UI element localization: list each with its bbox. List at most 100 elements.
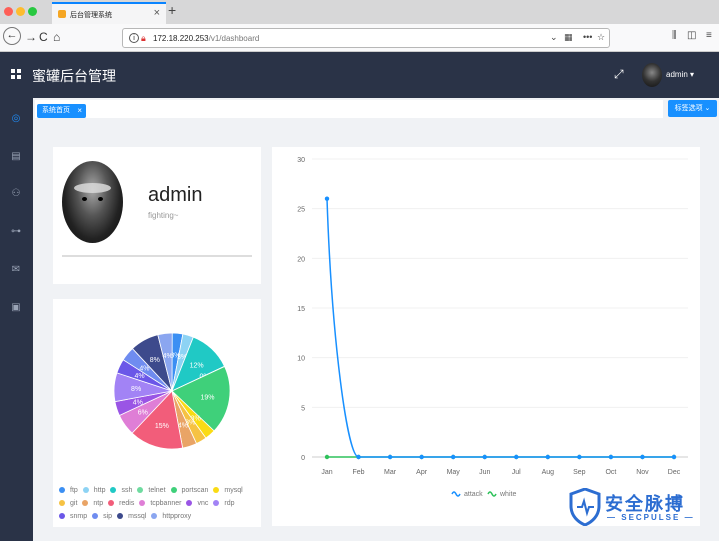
legend-item-ssh[interactable]: ssh <box>110 484 132 497</box>
legend-item-sip[interactable]: sip <box>92 510 112 523</box>
x-tick-label: Dec <box>668 469 681 476</box>
legend-item-mysql[interactable]: mysql <box>213 484 243 497</box>
data-point-attack[interactable] <box>482 454 487 460</box>
fullscreen-icon[interactable]: ⤢ <box>614 67 624 81</box>
pie-label-mssql: 8% <box>150 357 160 364</box>
legend-item-snmp[interactable]: snmp <box>59 510 87 523</box>
pie-slice-portscan[interactable] <box>171 365 231 432</box>
forward-button[interactable]: → <box>25 30 37 44</box>
sidebar-item-list-icon[interactable]: ▤ <box>11 151 21 162</box>
legend-swatch-http <box>82 487 89 493</box>
legend-item-redis[interactable]: redis <box>108 497 134 510</box>
browser-tab[interactable]: 后台管理系统 × <box>52 2 166 24</box>
data-point-attack[interactable] <box>640 454 645 460</box>
legend-label-snmp: snmp <box>70 513 88 520</box>
data-point-attack[interactable] <box>450 454 456 460</box>
sidebar-item-mail-icon[interactable]: ✉ <box>11 264 21 275</box>
qr-code-icon[interactable]: ▦ <box>564 32 573 42</box>
pie-slice-httpproxy[interactable] <box>157 332 173 392</box>
sidebar-item-dashboard-icon[interactable]: ◎ <box>11 113 21 124</box>
sidebar-item-tree-icon[interactable]: ⊶ <box>11 226 21 237</box>
data-point-attack[interactable] <box>387 454 393 460</box>
secpulse-watermark: 安全脉搏 — SECPULSE — <box>569 488 701 528</box>
legend-item-rdp[interactable]: rdp <box>213 497 235 510</box>
legend-item-httpproxy[interactable]: httpproxy <box>151 510 191 523</box>
x-tick-label: May <box>447 469 461 476</box>
more-actions-icon[interactable]: ••• <box>583 32 593 42</box>
profile-card: admin fighting~ <box>53 147 261 284</box>
protocol-pie-chart: 3%3%12%0%19%3%3%4%15%6%4%8%4%4%8%4% <box>113 332 231 450</box>
tag-home[interactable]: 系统首页 × <box>37 104 86 118</box>
data-point-attack[interactable] <box>608 454 614 460</box>
address-bar[interactable]: i 🔒︎ 172.18.220.253/v1/dashboard ⌄ ▦ •••… <box>122 28 610 48</box>
legend-item-mssql[interactable]: mssql <box>117 510 146 523</box>
data-point-attack[interactable] <box>545 454 551 460</box>
library-icon[interactable]: ⫼ <box>672 30 677 41</box>
avatar[interactable] <box>642 63 662 87</box>
pie-label-redis: 15% <box>155 423 169 430</box>
x-tick-label: Nov <box>636 469 649 476</box>
url-host: 172.18.220.253 <box>153 34 209 43</box>
pie-label-ssh: 12% <box>190 362 204 369</box>
legend-label-vnc: vnc <box>197 500 209 507</box>
data-point-attack[interactable] <box>577 454 582 460</box>
watermark-subtitle: — SECPULSE — <box>607 513 695 522</box>
data-point-attack[interactable] <box>514 454 519 460</box>
legend-swatch-ftp <box>59 487 65 493</box>
bookmark-star-icon[interactable]: ☆ <box>597 32 606 42</box>
pie-label-snmp: 4% <box>134 373 144 380</box>
legend-item-tcpbanner[interactable]: tcpbanner <box>139 497 181 510</box>
pie-slice-redis[interactable] <box>131 390 184 450</box>
legend-swatch-vnc <box>186 500 193 506</box>
data-point-attack[interactable] <box>324 196 330 201</box>
legend-label-git: git <box>70 500 78 507</box>
legend-symbol-attack[interactable] <box>451 491 461 497</box>
chevron-down-icon[interactable]: ⌄ <box>550 32 558 42</box>
pie-legend: ftp http ssh telnet portscan mysql git ntp redis… <box>59 484 259 523</box>
legend-item-portscan[interactable]: portscan <box>170 484 208 497</box>
data-point-attack[interactable] <box>419 454 424 460</box>
legend-swatch-telnet <box>137 487 144 493</box>
insecure-lock-icon[interactable]: 🔒︎ <box>141 33 146 43</box>
legend-label-httpproxy: httpproxy <box>162 513 192 520</box>
watermark-subtitle-text: SECPULSE <box>621 513 681 522</box>
legend-item-telnet[interactable]: telnet <box>137 484 166 497</box>
sidebar-item-users-icon[interactable]: ⚇ <box>11 188 21 199</box>
close-tab-icon[interactable]: × <box>153 7 160 19</box>
reload-button[interactable]: C <box>39 30 48 44</box>
maximize-window-button[interactable] <box>28 7 37 16</box>
data-point-attack[interactable] <box>671 454 677 460</box>
legend-swatch-httpproxy <box>151 513 158 519</box>
pie-label-rdp: 8% <box>131 386 141 393</box>
legend-label-attack[interactable]: attack <box>464 491 483 498</box>
back-button[interactable]: ← <box>3 27 21 45</box>
x-tick-label: Oct <box>605 469 616 476</box>
legend-label-white[interactable]: white <box>499 491 516 498</box>
new-tab-button[interactable]: + <box>168 2 177 18</box>
close-tag-icon[interactable]: × <box>77 106 82 115</box>
legend-item-git[interactable]: git <box>59 497 77 510</box>
y-tick-label: 5 <box>301 405 305 412</box>
menu-icon[interactable]: ≡ <box>706 30 712 41</box>
tag-options-button[interactable]: 标签选项 ⌄ <box>668 100 717 117</box>
legend-swatch-portscan <box>170 487 177 493</box>
home-button[interactable]: ⌂ <box>53 30 61 44</box>
legend-swatch-ssh <box>110 487 117 493</box>
attack-line-card: 0 5 10 15 20 25 30 Jan Feb Mar Apr May Jun Jul Aug Sep O… <box>272 147 700 526</box>
y-tick-label: 30 <box>297 157 305 164</box>
info-icon[interactable]: i <box>129 33 139 43</box>
sidebar-toggle-icon[interactable]: ◫ <box>687 30 697 41</box>
data-point-attack[interactable] <box>356 454 361 460</box>
legend-symbol-white[interactable] <box>487 491 497 497</box>
legend-item-http[interactable]: http <box>82 484 105 497</box>
user-dropdown[interactable]: admin ▾ <box>666 70 695 79</box>
minimize-window-button[interactable] <box>16 7 25 16</box>
legend-item-ntp[interactable]: ntp <box>82 497 103 510</box>
sidebar-item-chat-icon[interactable]: ▣ <box>11 302 21 313</box>
data-point-white[interactable] <box>324 454 330 460</box>
legend-item-ftp[interactable]: ftp <box>59 484 78 497</box>
legend-item-vnc[interactable]: vnc <box>186 497 208 510</box>
close-window-button[interactable] <box>4 7 13 16</box>
grid-menu-icon[interactable] <box>11 69 21 79</box>
legend-swatch-redis <box>108 500 115 506</box>
